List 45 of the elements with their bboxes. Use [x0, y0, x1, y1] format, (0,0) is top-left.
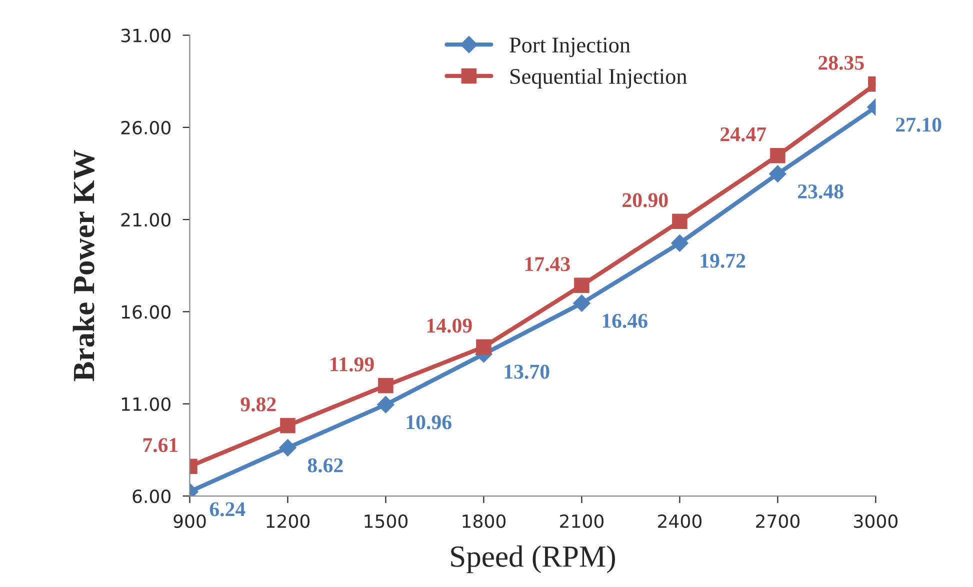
data-label: 23.48 [798, 184, 844, 199]
point [670, 234, 689, 252]
point [768, 164, 787, 183]
data-label: 14.09 [427, 318, 472, 333]
data-label: 28.35 [818, 56, 864, 70]
y-tick-label: 21.00 [121, 212, 170, 227]
point [378, 378, 394, 394]
data-label: 16.46 [602, 314, 648, 328]
data-label: 27.10 [896, 118, 942, 132]
x-tick-label: 1500 [364, 514, 408, 528]
data-label: 6.24 [210, 502, 246, 516]
point [280, 418, 296, 434]
point [574, 278, 590, 293]
x-tick-label: 3000 [854, 514, 898, 528]
y-tick-label: 31.00 [121, 28, 170, 42]
x-tick-label: 2100 [560, 514, 604, 528]
y-tick-label: 26.00 [121, 120, 170, 134]
data-label: 10.96 [406, 415, 452, 430]
x-tick-label: 2400 [658, 514, 702, 528]
data-label: 11.99 [330, 357, 374, 372]
x-tick-label: 1200 [266, 514, 310, 528]
point [278, 438, 297, 457]
data-label: 7.61 [143, 438, 178, 452]
legend-label: Sequential Injection [510, 68, 687, 88]
data-label: 24.47 [720, 127, 766, 142]
x-tick-label: 1800 [462, 514, 506, 528]
legend-label: Port Injection [510, 38, 630, 58]
y-tick-label: 6.00 [132, 489, 170, 504]
point [572, 294, 591, 312]
point [672, 214, 688, 230]
point [376, 396, 395, 414]
x-axis-title: Speed (RPM) [451, 545, 615, 574]
data-label: 17.43 [525, 257, 570, 272]
x-tick-label: 2700 [756, 514, 800, 528]
data-label: 9.82 [240, 397, 276, 412]
x-tick-label: 900 [174, 514, 206, 528]
data-label: 19.72 [700, 254, 746, 268]
point [770, 148, 786, 164]
data-label: 20.90 [622, 193, 668, 208]
data-label: 8.62 [308, 458, 343, 472]
y-tick-label: 16.00 [122, 305, 170, 319]
data-label: 13.70 [504, 364, 550, 379]
y-tick-label: 11.00 [122, 397, 170, 411]
point [476, 339, 492, 355]
y-axis-title: Brake Power KW [72, 150, 94, 382]
